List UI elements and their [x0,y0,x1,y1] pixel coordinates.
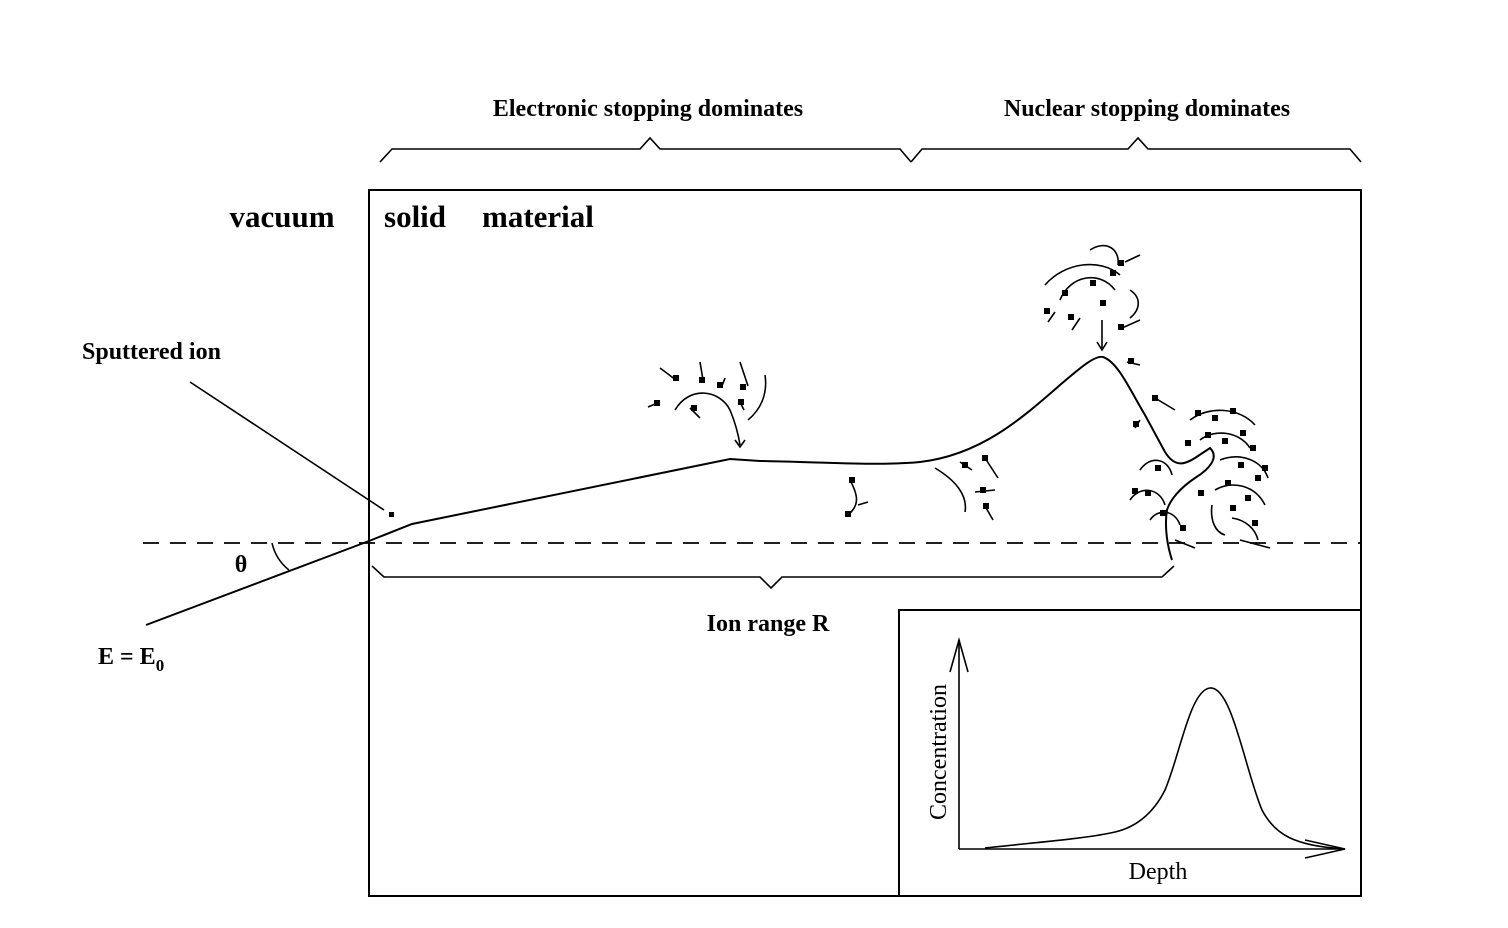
solid-label: solid [384,199,446,234]
cascade-nuclear [1129,395,1271,549]
ion-range-label: Ion range R [707,611,830,637]
ion-trajectory [368,355,1215,561]
inset-y-axis-label: Concentration [926,684,952,820]
inset-y-arrowhead [949,637,969,673]
inset-x-axis-label: Depth [1129,859,1188,885]
nuclear-stopping-brace [910,136,1362,163]
energy-label: E = E0 [98,644,164,675]
theta-symbol: θ [235,552,248,578]
sputtered-ion-label: Sputtered ion [82,339,221,365]
cascade-mid [845,455,999,521]
energy-main-text: E = E [98,644,156,670]
solid-material-box [368,189,1362,897]
incident-ion-path [145,540,370,626]
concentration-curve [984,687,1346,850]
cascade-electronic [647,361,767,449]
sputtered-ion-pointer [189,381,385,511]
cascade-upper [1044,244,1141,366]
nuclear-stopping-label: Nuclear stopping dominates [1004,96,1290,122]
vacuum-label: vacuum [229,199,334,234]
electronic-stopping-label: Electronic stopping dominates [493,96,803,122]
angle-arc [271,542,290,571]
material-label: material [482,199,594,234]
sputtered-ion-dot [389,512,394,517]
ion-range-brace [371,565,1175,590]
electronic-stopping-brace [379,136,912,163]
inset-profile-box [898,609,1362,897]
energy-subscript: 0 [156,656,165,675]
